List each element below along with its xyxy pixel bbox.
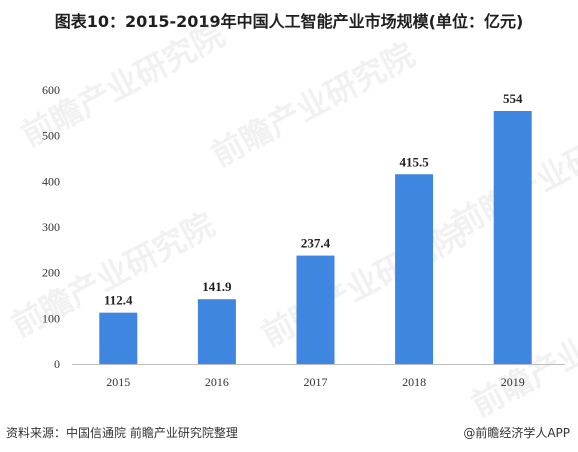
bar-chart: 0 100 200 300 400 500 600 112.4 141.9 237.4 415.5… <box>42 83 565 389</box>
bars <box>99 111 532 364</box>
data-label-2019: 554 <box>503 91 523 106</box>
bar-2019 <box>493 111 532 364</box>
bar-2016 <box>197 299 236 364</box>
y-tick-label: 600 <box>42 83 60 97</box>
source-note: 资料来源：中国信通院 前瞻产业研究院整理 <box>6 426 238 440</box>
bar-2015 <box>99 312 138 364</box>
data-label-2016: 141.9 <box>202 279 232 294</box>
x-tick-label-2019: 2019 <box>501 375 525 389</box>
x-tick-label-2018: 2018 <box>402 375 426 389</box>
y-tick-label: 0 <box>54 357 60 371</box>
y-tick-label: 500 <box>42 129 60 143</box>
y-tick-label: 200 <box>42 266 60 280</box>
y-tick-label: 100 <box>42 311 60 325</box>
y-tick-label: 400 <box>42 174 60 188</box>
x-tick-label-2015: 2015 <box>106 375 130 389</box>
x-tick-label-2016: 2016 <box>205 375 229 389</box>
y-axis-ticks: 0 100 200 300 400 500 600 <box>42 83 60 371</box>
chart-title: 图表10：2015-2019年中国人工智能产业市场规模(单位：亿元) <box>54 12 524 31</box>
bar-2017 <box>296 255 335 364</box>
bar-2018 <box>395 174 434 364</box>
data-label-2015: 112.4 <box>104 293 133 308</box>
footer: 资料来源：中国信通院 前瞻产业研究院整理 @前瞻经济学人APP <box>0 420 578 444</box>
x-axis-labels: 2015 2016 2017 2018 2019 <box>106 375 524 389</box>
y-tick-label: 300 <box>42 220 60 234</box>
data-label-2017: 237.4 <box>301 236 331 251</box>
data-labels: 112.4 141.9 237.4 415.5 554 <box>104 91 523 308</box>
data-label-2018: 415.5 <box>399 154 429 169</box>
x-tick-label-2017: 2017 <box>304 375 328 389</box>
brand-credit: @前瞻经济学人APP <box>463 426 570 440</box>
